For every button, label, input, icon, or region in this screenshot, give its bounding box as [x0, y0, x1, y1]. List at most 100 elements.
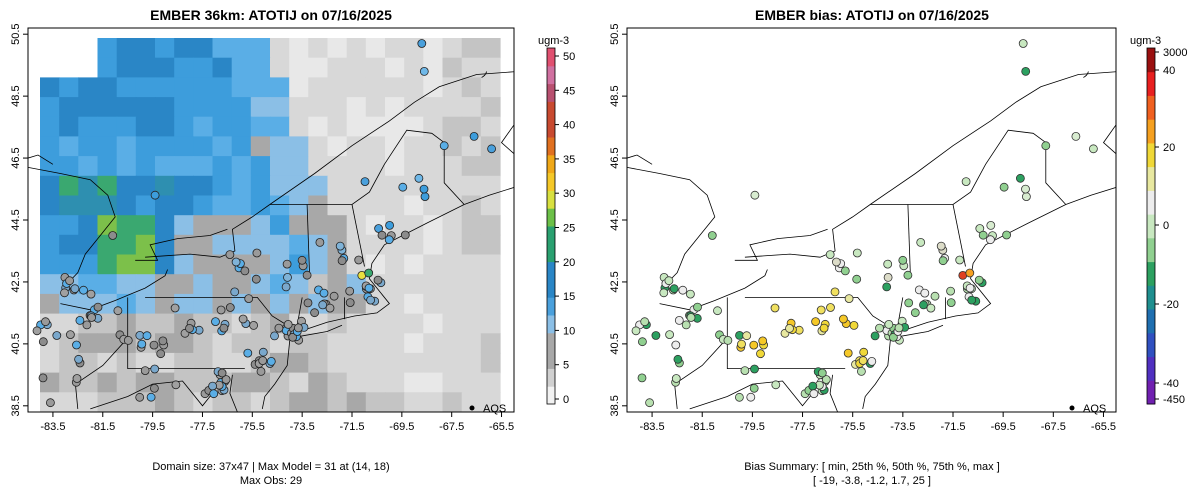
grid-cell	[231, 136, 252, 157]
colorbar-tick-label: 50	[563, 51, 575, 63]
grid-cell	[289, 175, 309, 197]
grid-cell	[135, 195, 156, 216]
grid-cell	[78, 77, 99, 98]
grid-cell	[461, 116, 482, 137]
y-tick-label: 48.5	[10, 85, 22, 106]
colorbar-swatch	[547, 154, 555, 174]
grid-cell	[365, 156, 386, 177]
colorbar-swatch	[1147, 380, 1155, 405]
aqs-site-marker	[329, 291, 339, 301]
aqs-site-marker	[400, 230, 410, 240]
colorbar-swatch	[1147, 166, 1155, 191]
grid-cell	[442, 234, 463, 256]
grid-cell	[193, 215, 214, 236]
grid-cell	[385, 57, 405, 78]
grid-cell	[461, 254, 482, 275]
bias-site-marker	[749, 340, 759, 350]
grid-cell	[250, 97, 271, 118]
grid-cell	[480, 392, 501, 412]
grid-cell	[308, 175, 329, 197]
grid-cell	[423, 175, 444, 197]
grid-cell	[327, 156, 348, 177]
x-tick-label: -67.5	[1041, 421, 1066, 433]
grid-cell	[385, 313, 405, 334]
aqs-site-marker	[398, 182, 408, 192]
grid-cell	[135, 175, 156, 197]
grid-cell	[385, 156, 405, 177]
aqs-site-marker	[354, 255, 364, 265]
grid-cell	[480, 352, 501, 374]
grid-cell	[289, 156, 309, 177]
grid-cell	[59, 234, 79, 256]
boundary-line	[627, 154, 653, 165]
grid-cell	[97, 156, 118, 177]
left-state-boundaries	[28, 71, 514, 412]
grid-cell	[174, 136, 194, 157]
bias-site-marker	[678, 285, 688, 295]
grid-cell	[461, 392, 482, 412]
bias-site-marker	[1022, 192, 1031, 202]
grid-cell	[212, 116, 233, 137]
aqs-site-marker	[113, 306, 123, 316]
boundary-line	[269, 71, 514, 205]
right-legend-label: AQS	[1083, 403, 1106, 415]
grid-cell	[155, 116, 175, 137]
bias-site-marker	[974, 275, 984, 285]
grid-cell	[135, 293, 156, 315]
bias-site-marker	[1089, 144, 1098, 154]
grid-cell	[212, 57, 233, 78]
aqs-site-marker	[293, 323, 303, 333]
grid-cell	[385, 352, 405, 374]
colorbar-swatch	[547, 350, 555, 369]
grid-cell	[40, 136, 60, 157]
bias-site-marker	[843, 348, 853, 358]
aqs-site-marker	[149, 340, 159, 350]
grid-cell	[270, 254, 290, 275]
grid-cell	[193, 175, 214, 197]
grid-cell	[40, 274, 60, 295]
grid-cell	[270, 77, 290, 98]
grid-cell	[193, 136, 214, 157]
aqs-site-marker	[384, 235, 394, 245]
colorbar-tick-label: -40	[1163, 378, 1179, 390]
grid-cell	[461, 215, 482, 236]
grid-cell	[155, 234, 175, 256]
grid-cell	[327, 57, 348, 78]
grid-cell	[365, 372, 386, 393]
boundary-line	[229, 374, 238, 412]
boundary-line	[351, 204, 365, 267]
aqs-site-marker	[150, 190, 160, 200]
aqs-site-marker	[225, 303, 235, 312]
boundary-line	[28, 154, 54, 165]
aqs-site-marker	[385, 220, 395, 230]
grid-cell	[97, 195, 118, 216]
aqs-site-marker	[420, 192, 430, 202]
boundary-line	[744, 204, 871, 258]
bias-site-marker	[832, 257, 841, 267]
colorbar-swatch	[1147, 95, 1155, 120]
bias-site-marker	[771, 380, 781, 390]
grid-cell	[231, 156, 252, 177]
bias-site-marker	[919, 300, 928, 310]
aqs-site-marker	[221, 375, 231, 384]
grid-cell	[155, 313, 175, 334]
bias-site-marker	[830, 287, 840, 297]
bias-site-marker	[867, 356, 877, 366]
grid-cell	[270, 195, 290, 216]
bias-site-marker	[707, 231, 717, 240]
grid-cell	[193, 254, 214, 275]
bias-site-marker	[817, 368, 827, 378]
y-tick-label: 40.5	[10, 333, 22, 354]
bias-site-marker	[946, 298, 956, 308]
bias-site-marker	[713, 306, 722, 316]
boundary-line	[74, 340, 126, 409]
grid-cell	[270, 392, 290, 412]
aqs-site-marker	[32, 326, 42, 336]
grid-cell	[250, 136, 271, 157]
grid-cell	[423, 372, 444, 393]
grid-cell	[155, 195, 175, 216]
colorbar-swatch	[547, 297, 555, 316]
aqs-site-marker	[137, 339, 147, 349]
grid-cell	[270, 38, 290, 59]
bias-site-marker	[898, 255, 908, 265]
